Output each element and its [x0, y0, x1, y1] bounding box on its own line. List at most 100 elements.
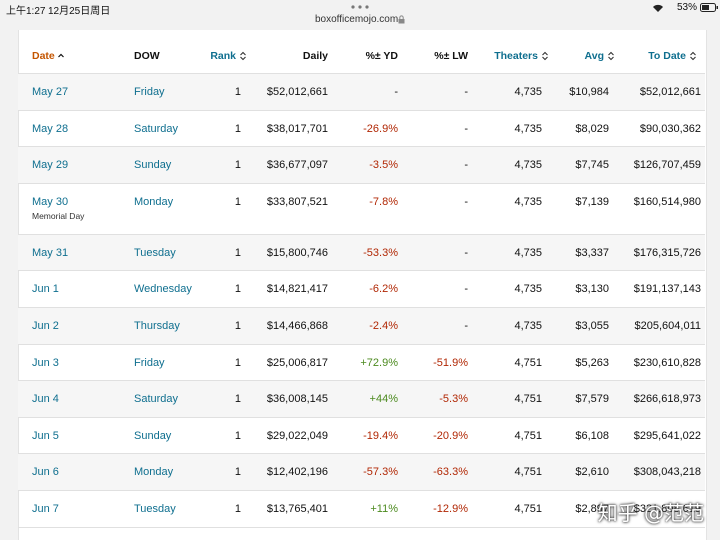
date-link[interactable]: May 27 — [32, 86, 69, 98]
table-row: Jun 1 Wednesday 1 $14,821,417 -6.2% - 4,735 $3,… — [18, 270, 705, 308]
cell-rank: 1 — [234, 356, 241, 369]
table-row: May 27 Friday 1 $52,012,661 - - 4,735 $10,984 $5… — [18, 73, 705, 111]
table-row: May 28 Saturday 1 $38,017,701 -26.9% - 4,735 $8… — [18, 109, 705, 148]
cell-avg: $2,897 — [575, 503, 609, 515]
cell-rank: 1 — [234, 195, 241, 208]
column-header: Daily — [302, 50, 328, 62]
cell-avg: $5,263 — [575, 356, 609, 369]
dow-link[interactable]: Sunday — [134, 159, 172, 172]
date-link[interactable]: Jun 2 — [32, 320, 59, 332]
cell-avg: $3,130 — [575, 283, 609, 296]
cell-yd: -3.5% — [369, 159, 398, 172]
cell-yd: -53.3% — [363, 246, 398, 259]
cell-yd: +44% — [369, 393, 398, 406]
cell-rank: 1 — [234, 503, 241, 515]
cell-theaters: 4,735 — [514, 246, 542, 259]
date-link[interactable]: May 29 — [32, 159, 69, 172]
cell-daily: $33,807,521 — [266, 195, 328, 208]
dow-link[interactable]: Saturday — [134, 393, 179, 406]
cell-daily: $14,466,868 — [266, 320, 328, 332]
cell-avg: $10,984 — [569, 86, 609, 98]
cell-avg: $6,108 — [575, 429, 609, 442]
dow-link[interactable]: Friday — [134, 356, 165, 369]
cell-daily: $25,006,817 — [266, 356, 328, 369]
date-link[interactable]: May 30 — [32, 195, 69, 208]
cell-avg: $8,029 — [575, 122, 609, 135]
date-link[interactable]: Jun 4 — [32, 393, 59, 406]
dow-link[interactable]: Monday — [134, 466, 174, 479]
cell-daily: $12,402,196 — [266, 466, 328, 479]
date-link[interactable]: Jun 3 — [32, 356, 59, 369]
dow-link[interactable]: Tuesday — [134, 246, 176, 259]
dow-link[interactable]: Monday — [134, 195, 174, 208]
cell-rank: 1 — [234, 86, 241, 98]
date-link[interactable]: May 31 — [32, 246, 69, 259]
table-row-border — [18, 526, 705, 528]
battery-level: 53% — [677, 2, 698, 13]
column-header[interactable]: Theaters — [494, 50, 538, 62]
clock: 上午1:27 — [6, 6, 46, 17]
battery-icon — [700, 3, 718, 12]
cell-to-date: $52,012,661 — [639, 86, 701, 98]
cell-rank: 1 — [234, 283, 241, 296]
holiday-note: Memorial Day — [32, 210, 85, 221]
table-row: Jun 3 Friday 1 $25,006,817 +72.9% -51.9% 4,751… — [18, 343, 705, 382]
cell-yd: - — [394, 86, 398, 98]
sort-icon — [608, 51, 614, 61]
cell-theaters: 4,735 — [514, 86, 542, 98]
date-link[interactable]: Jun 7 — [32, 503, 59, 515]
cell-to-date: $176,315,726 — [633, 246, 701, 259]
cell-rank: 1 — [234, 393, 241, 406]
column-header[interactable]: Rank — [210, 50, 236, 62]
cell-rank: 1 — [234, 320, 241, 332]
cell-to-date: $205,604,011 — [634, 320, 701, 332]
cell-lw: -5.3% — [439, 393, 468, 406]
cell-to-date: $160,514,980 — [633, 195, 701, 208]
cell-to-date: $230,610,828 — [633, 356, 701, 369]
column-header[interactable]: To Date — [648, 50, 686, 62]
dow-link[interactable]: Wednesday — [134, 283, 192, 296]
sort-icon — [542, 51, 548, 61]
table-row: May 31 Tuesday 1 $15,800,746 -53.3% - 4,735 $3,… — [18, 233, 705, 272]
cell-to-date: $266,618,973 — [633, 393, 701, 406]
column-header[interactable]: Avg — [584, 50, 604, 62]
cell-avg: $3,337 — [575, 246, 609, 259]
date-link[interactable]: Jun 6 — [32, 466, 59, 479]
dow-link[interactable]: Sunday — [134, 429, 172, 442]
cell-theaters: 4,735 — [514, 283, 542, 296]
date-link[interactable]: May 28 — [32, 122, 69, 135]
url[interactable]: boxofficemojo.com — [315, 14, 399, 25]
watermark: 知乎 @范范 — [597, 501, 704, 525]
column-header: %± YD — [365, 50, 398, 62]
cell-theaters: 4,735 — [514, 159, 542, 172]
header-row: Date DOW Rank Daily %± YD %± LW Theaters Avg To … — [18, 38, 705, 73]
status-icons — [653, 4, 678, 12]
cell-avg: $7,745 — [575, 159, 609, 172]
cell-lw: -51.9% — [433, 356, 468, 369]
dow-link[interactable]: Tuesday — [134, 503, 176, 515]
cell-yd: -19.4% — [363, 429, 398, 442]
cell-to-date: $295,641,022 — [633, 429, 701, 442]
cell-daily: $38,017,701 — [266, 122, 328, 135]
column-header[interactable]: Date — [32, 50, 55, 62]
cell-lw: - — [464, 122, 468, 135]
dow-link[interactable]: Saturday — [134, 122, 179, 135]
column-header: %± LW — [434, 50, 468, 62]
table-row: Jun 5 Sunday 1 $29,022,049 -19.4% -20.9% 4,751… — [18, 416, 705, 455]
dow-link[interactable]: Thursday — [134, 320, 180, 332]
table-row: Jun 7 Tuesday 1 $13,765,401 +11% -12.9% 4,751 $… — [18, 490, 705, 528]
cell-lw: -20.9% — [433, 429, 468, 442]
dow-link[interactable]: Friday — [134, 86, 165, 98]
cell-to-date: $126,707,459 — [633, 159, 701, 172]
sort-icon — [58, 53, 64, 58]
cell-daily: $14,821,417 — [266, 283, 328, 296]
cell-theaters: 4,751 — [514, 393, 542, 406]
cell-to-date: $321,808,619 — [633, 503, 701, 515]
cell-avg: $3,055 — [575, 320, 609, 332]
cell-theaters: 4,735 — [514, 122, 542, 135]
date-link[interactable]: Jun 5 — [32, 429, 59, 442]
lock-icon — [398, 15, 405, 24]
date-link[interactable]: Jun 1 — [32, 283, 59, 296]
cell-rank: 1 — [234, 246, 241, 259]
